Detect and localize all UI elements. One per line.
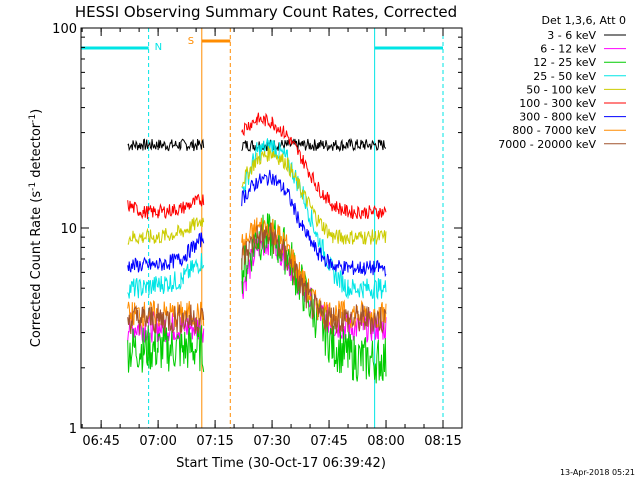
legend-label: 25 - 50 keV (533, 70, 596, 83)
legend-label: 300 - 800 keV (519, 111, 596, 124)
x-tick-label: 07:00 (139, 434, 176, 449)
y-axis-label-main: Corrected Count Rate (s (29, 191, 44, 348)
x-tick-label: 08:00 (367, 434, 404, 449)
y-axis-label-sup1: -1 (28, 182, 38, 191)
series-line-4 (127, 146, 387, 245)
y-axis-label-sup2: -1 (28, 114, 38, 123)
series-line-6 (127, 169, 387, 278)
saa-label: S (188, 36, 194, 47)
x-tick-label: 07:45 (310, 434, 347, 449)
y-axis-label-end: ) (29, 109, 44, 114)
series-line-8 (127, 222, 387, 335)
series-line-3 (127, 138, 387, 300)
chart-marks: NS (80, 28, 444, 428)
chart-title: HESSI Observing Summary Count Rates, Cor… (75, 3, 457, 21)
axes: 06:45 07:00 07:15 07:30 07:45 08:00 08:15 1 10 10… (52, 22, 463, 449)
legend-label: 6 - 12 keV (540, 43, 596, 56)
series-line-5 (127, 112, 387, 220)
x-tick-label: 07:30 (253, 434, 290, 449)
legend-label: 100 - 300 keV (519, 97, 596, 110)
legend-label: 7000 - 20000 keV (498, 138, 596, 151)
x-tick-label: 08:15 (424, 434, 461, 449)
legend-title: Det 1,3,6, Att 0 (542, 14, 626, 27)
footer-date: 13-Apr-2018 05:21 (560, 468, 635, 477)
y-tick-label: 100 (52, 22, 77, 37)
legend-label: 50 - 100 keV (526, 83, 596, 96)
legend-label: 12 - 25 keV (533, 56, 596, 69)
y-axis-label: Corrected Count Rate (s-1 detector-1) (28, 109, 44, 347)
x-axis-label: Start Time (30-Oct-17 06:39:42) (176, 456, 386, 471)
legend-label: 3 - 6 keV (547, 29, 596, 42)
x-tick-label: 07:15 (196, 434, 233, 449)
legend-label: 800 - 7000 keV (512, 124, 596, 137)
y-tick-label: 10 (60, 222, 77, 237)
y-tick-label: 1 (69, 422, 77, 437)
night-label: N (155, 42, 162, 53)
x-tick-label: 06:45 (82, 434, 119, 449)
y-axis-label-mid: detector (29, 122, 44, 182)
